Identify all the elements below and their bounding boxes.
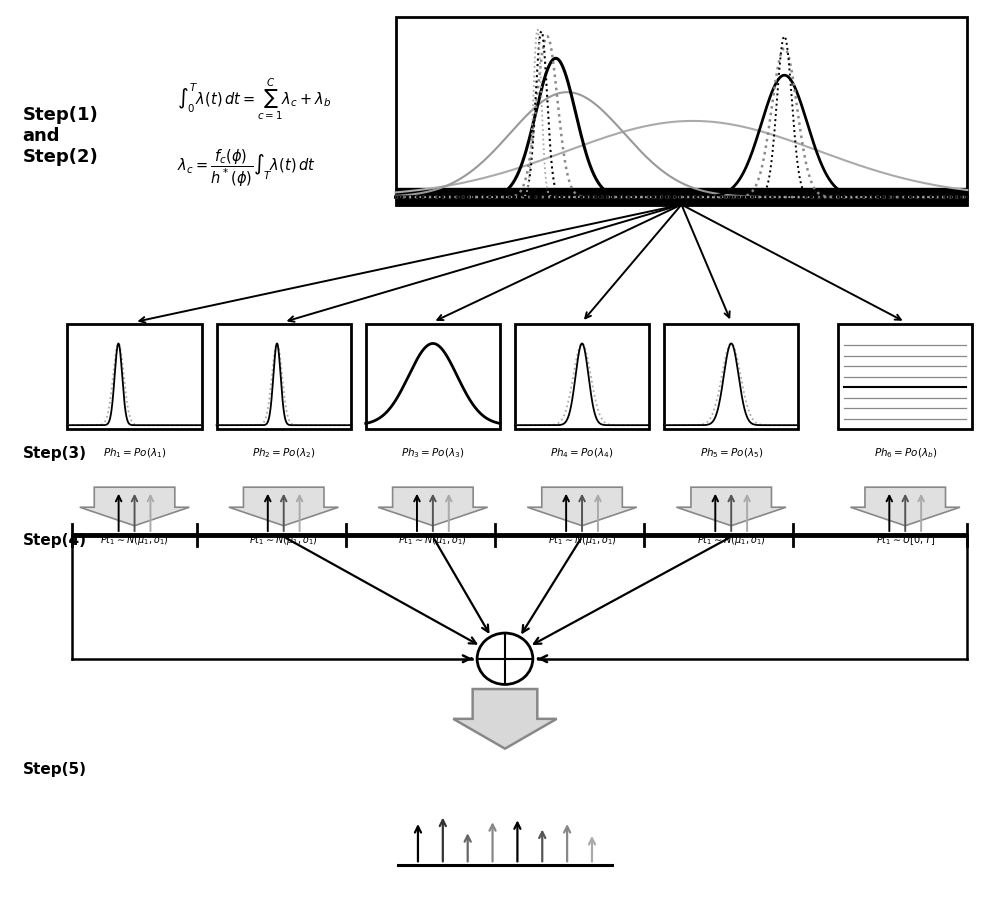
Bar — [396, 17, 967, 205]
Text: $Ph_2 = Po(\lambda_2)$: $Ph_2 = Po(\lambda_2)$ — [252, 446, 315, 460]
Polygon shape — [676, 487, 786, 526]
Bar — [217, 324, 351, 429]
Text: $\lambda_c = \dfrac{f_c(\phi)}{h^*(\phi)}\int_T \lambda(t)\,dt$: $\lambda_c = \dfrac{f_c(\phi)}{h^*(\phi)… — [177, 148, 315, 188]
Text: $Pt_1 \sim U[0,T]$: $Pt_1 \sim U[0,T]$ — [876, 533, 935, 546]
Text: $Ph_1 = Po(\lambda_1)$: $Ph_1 = Po(\lambda_1)$ — [103, 446, 166, 460]
Text: Step(3): Step(3) — [23, 446, 87, 461]
Bar — [515, 324, 649, 429]
Text: $Pt_1 \sim N(\mu_1,\delta_1)$: $Pt_1 \sim N(\mu_1,\delta_1)$ — [398, 533, 467, 547]
Bar — [67, 324, 202, 429]
Polygon shape — [229, 487, 338, 526]
Text: Step(4): Step(4) — [23, 533, 87, 548]
Text: $Ph_5 = Po(\lambda_5)$: $Ph_5 = Po(\lambda_5)$ — [700, 446, 763, 460]
Text: $Pt_1 \sim N(\mu_1,\delta_1)$: $Pt_1 \sim N(\mu_1,\delta_1)$ — [249, 533, 318, 547]
Text: $Pt_1 \sim N(\mu_1,\delta_1)$: $Pt_1 \sim N(\mu_1,\delta_1)$ — [548, 533, 616, 547]
Circle shape — [477, 633, 533, 685]
Polygon shape — [378, 487, 488, 526]
Bar — [838, 324, 972, 429]
Polygon shape — [80, 487, 189, 526]
Polygon shape — [527, 487, 637, 526]
Text: Step(1)
and
Step(2): Step(1) and Step(2) — [23, 106, 98, 165]
Text: $Pt_1 \sim N(\mu_1,\delta_1)$: $Pt_1 \sim N(\mu_1,\delta_1)$ — [100, 533, 169, 547]
Polygon shape — [453, 689, 557, 749]
Text: $Ph_3 = Po(\lambda_3)$: $Ph_3 = Po(\lambda_3)$ — [401, 446, 465, 460]
Text: $Ph_4 = Po(\lambda_4)$: $Ph_4 = Po(\lambda_4)$ — [550, 446, 614, 460]
Text: $Pt_1 \sim N(\mu_1,\delta_1)$: $Pt_1 \sim N(\mu_1,\delta_1)$ — [697, 533, 766, 547]
Polygon shape — [850, 487, 960, 526]
Text: Step(5): Step(5) — [23, 762, 87, 777]
Bar — [366, 324, 500, 429]
Bar — [664, 324, 798, 429]
Text: $\int_0^{T}\lambda(t)\,dt = \sum_{c=1}^{C}\lambda_c + \lambda_b$: $\int_0^{T}\lambda(t)\,dt = \sum_{c=1}^{… — [177, 77, 331, 122]
Text: $Ph_6 = Po(\lambda_b)$: $Ph_6 = Po(\lambda_b)$ — [874, 446, 937, 460]
